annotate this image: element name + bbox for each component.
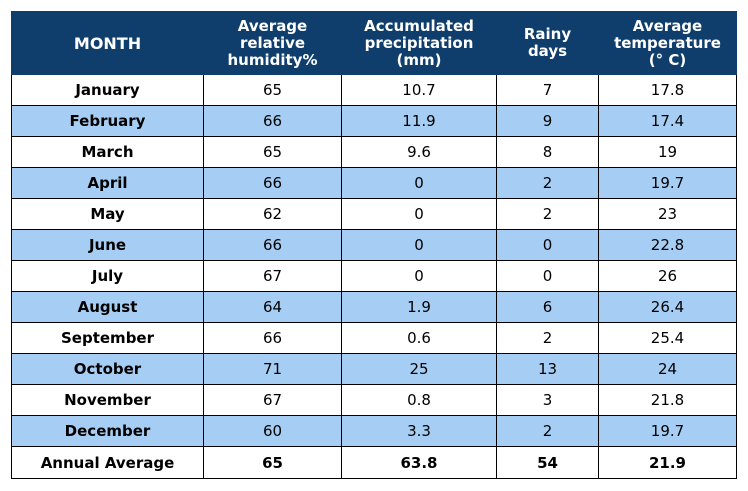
month-cell: September: [11, 322, 204, 354]
month-cell: July: [11, 260, 204, 292]
table-row: July 67 0 0 26: [11, 260, 737, 292]
rainy-days-cell: 9: [496, 105, 599, 137]
table-row: September 66 0.6 2 25.4: [11, 322, 737, 354]
precipitation-cell: 3.3: [341, 415, 497, 447]
climate-table: MONTH Average relative humidity% Accumul…: [11, 11, 737, 479]
temperature-cell: 21.8: [598, 384, 737, 416]
header-rainy-days-line: days: [527, 42, 568, 60]
temperature-cell: 17.4: [598, 105, 737, 137]
table-row: December 60 3.3 2 19.7: [11, 415, 737, 447]
precipitation-cell: 0: [341, 198, 497, 230]
header-temperature-line: temperature: [614, 33, 721, 52]
humidity-cell: 65: [203, 74, 342, 106]
month-cell: April: [11, 167, 204, 199]
precipitation-cell: 0.6: [341, 322, 497, 354]
rainy-days-cell: 7: [496, 74, 599, 106]
header-humidity-line: Average: [237, 16, 308, 35]
precipitation-cell: 1.9: [341, 291, 497, 323]
temperature-cell: 24: [598, 353, 737, 385]
temperature-cell: 25.4: [598, 322, 737, 354]
table-row: June 66 0 0 22.8: [11, 229, 737, 261]
month-cell: March: [11, 136, 204, 168]
header-temperature-line: Average: [632, 16, 703, 35]
month-cell: May: [11, 198, 204, 230]
rainy-days-cell: 2: [496, 415, 599, 447]
temperature-cell: 19.7: [598, 167, 737, 199]
month-cell: January: [11, 74, 204, 106]
humidity-cell: 66: [203, 322, 342, 354]
humidity-cell: 71: [203, 353, 342, 385]
rainy-days-cell: 3: [496, 384, 599, 416]
header-precipitation-line: Accumulated: [364, 16, 474, 35]
climate-table-container: MONTH Average relative humidity% Accumul…: [11, 11, 737, 479]
header-row: MONTH Average relative humidity% Accumul…: [11, 11, 737, 75]
humidity-cell: 65: [203, 136, 342, 168]
rainy-days-cell: 8: [496, 136, 599, 168]
temperature-cell: 23: [598, 198, 737, 230]
month-cell: November: [11, 384, 204, 416]
header-humidity-line: relative: [239, 33, 306, 52]
humidity-cell: 62: [203, 198, 342, 230]
header-month-label: MONTH: [73, 33, 142, 53]
humidity-cell: 67: [203, 260, 342, 292]
header-humidity: Average relative humidity%: [203, 11, 342, 75]
header-month: MONTH: [11, 11, 204, 75]
month-cell: October: [11, 353, 204, 385]
humidity-cell: 66: [203, 105, 342, 137]
annual-precipitation-cell: 63.8: [341, 446, 497, 479]
table-row: April 66 0 2 19.7: [11, 167, 737, 199]
humidity-cell: 67: [203, 384, 342, 416]
header-rainy-days-line: Rainy: [523, 25, 572, 43]
header-precipitation-line: precipitation: [364, 33, 474, 52]
table-row: August 64 1.9 6 26.4: [11, 291, 737, 323]
rainy-days-cell: 13: [496, 353, 599, 385]
humidity-cell: 64: [203, 291, 342, 323]
annual-average-label: Annual Average: [11, 446, 204, 479]
temperature-cell: 22.8: [598, 229, 737, 261]
humidity-cell: 66: [203, 167, 342, 199]
table-row: October 71 25 13 24: [11, 353, 737, 385]
temperature-cell: 26.4: [598, 291, 737, 323]
humidity-cell: 60: [203, 415, 342, 447]
rainy-days-cell: 2: [496, 322, 599, 354]
table-row: February 66 11.9 9 17.4: [11, 105, 737, 137]
table-row: November 67 0.8 3 21.8: [11, 384, 737, 416]
table-row: January 65 10.7 7 17.8: [11, 74, 737, 106]
rainy-days-cell: 6: [496, 291, 599, 323]
table-row: May 62 0 2 23: [11, 198, 737, 230]
precipitation-cell: 0: [341, 260, 497, 292]
precipitation-cell: 9.6: [341, 136, 497, 168]
precipitation-cell: 10.7: [341, 74, 497, 106]
annual-average-row: Annual Average 65 63.8 54 21.9: [11, 446, 737, 479]
header-precipitation-line: (mm): [396, 50, 442, 69]
month-cell: June: [11, 229, 204, 261]
annual-rainy-days-cell: 54: [496, 446, 599, 479]
header-precipitation: Accumulated precipitation (mm): [341, 11, 497, 75]
precipitation-cell: 0: [341, 229, 497, 261]
month-cell: December: [11, 415, 204, 447]
rainy-days-cell: 0: [496, 229, 599, 261]
rainy-days-cell: 2: [496, 167, 599, 199]
precipitation-cell: 25: [341, 353, 497, 385]
header-humidity-line: humidity%: [227, 50, 318, 69]
month-cell: February: [11, 105, 204, 137]
precipitation-cell: 0: [341, 167, 497, 199]
temperature-cell: 19.7: [598, 415, 737, 447]
header-temperature-line: (° C): [648, 50, 687, 69]
annual-temperature-cell: 21.9: [598, 446, 737, 479]
header-temperature: Average temperature (° C): [598, 11, 737, 75]
month-cell: August: [11, 291, 204, 323]
rainy-days-cell: 0: [496, 260, 599, 292]
precipitation-cell: 0.8: [341, 384, 497, 416]
precipitation-cell: 11.9: [341, 105, 497, 137]
temperature-cell: 19: [598, 136, 737, 168]
header-rainy-days: Rainy days: [496, 11, 599, 75]
humidity-cell: 66: [203, 229, 342, 261]
temperature-cell: 26: [598, 260, 737, 292]
rainy-days-cell: 2: [496, 198, 599, 230]
temperature-cell: 17.8: [598, 74, 737, 106]
annual-humidity-cell: 65: [203, 446, 342, 479]
table-row: March 65 9.6 8 19: [11, 136, 737, 168]
